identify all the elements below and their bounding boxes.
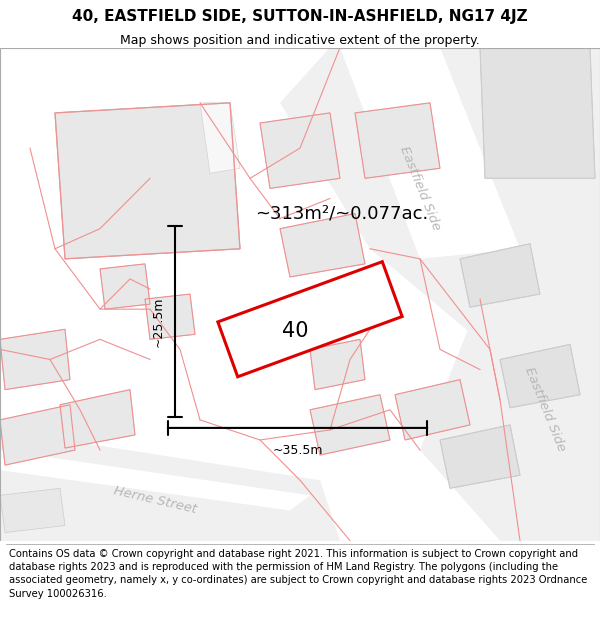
Polygon shape (355, 103, 440, 178)
Polygon shape (280, 214, 365, 277)
Text: Contains OS data © Crown copyright and database right 2021. This information is : Contains OS data © Crown copyright and d… (9, 549, 587, 599)
Polygon shape (0, 450, 310, 511)
Polygon shape (310, 395, 390, 455)
Polygon shape (280, 48, 600, 349)
Text: Map shows position and indicative extent of the property.: Map shows position and indicative extent… (120, 34, 480, 48)
Polygon shape (60, 389, 135, 448)
Text: 40: 40 (282, 321, 308, 341)
Polygon shape (460, 244, 540, 307)
Polygon shape (218, 262, 402, 377)
Text: ~35.5m: ~35.5m (272, 444, 323, 457)
Polygon shape (0, 488, 65, 532)
Polygon shape (260, 113, 340, 188)
Polygon shape (480, 48, 595, 178)
Polygon shape (340, 48, 520, 259)
Polygon shape (310, 339, 365, 389)
Polygon shape (55, 103, 240, 259)
Polygon shape (0, 329, 70, 389)
Polygon shape (440, 425, 520, 488)
Text: ~25.5m: ~25.5m (152, 296, 165, 347)
Polygon shape (310, 274, 385, 334)
Text: ~313m²/~0.077ac.: ~313m²/~0.077ac. (255, 204, 428, 222)
Polygon shape (200, 103, 240, 173)
Polygon shape (100, 264, 150, 309)
Polygon shape (0, 405, 75, 465)
Polygon shape (420, 249, 600, 541)
Text: Eastfield Side: Eastfield Side (397, 144, 443, 232)
Text: Eastfield Side: Eastfield Side (522, 366, 568, 454)
Text: Herne Street: Herne Street (112, 484, 198, 516)
Polygon shape (55, 103, 240, 259)
Polygon shape (145, 294, 195, 339)
Polygon shape (0, 430, 340, 541)
Polygon shape (500, 344, 580, 408)
Text: 40, EASTFIELD SIDE, SUTTON-IN-ASHFIELD, NG17 4JZ: 40, EASTFIELD SIDE, SUTTON-IN-ASHFIELD, … (72, 9, 528, 24)
Polygon shape (395, 379, 470, 440)
